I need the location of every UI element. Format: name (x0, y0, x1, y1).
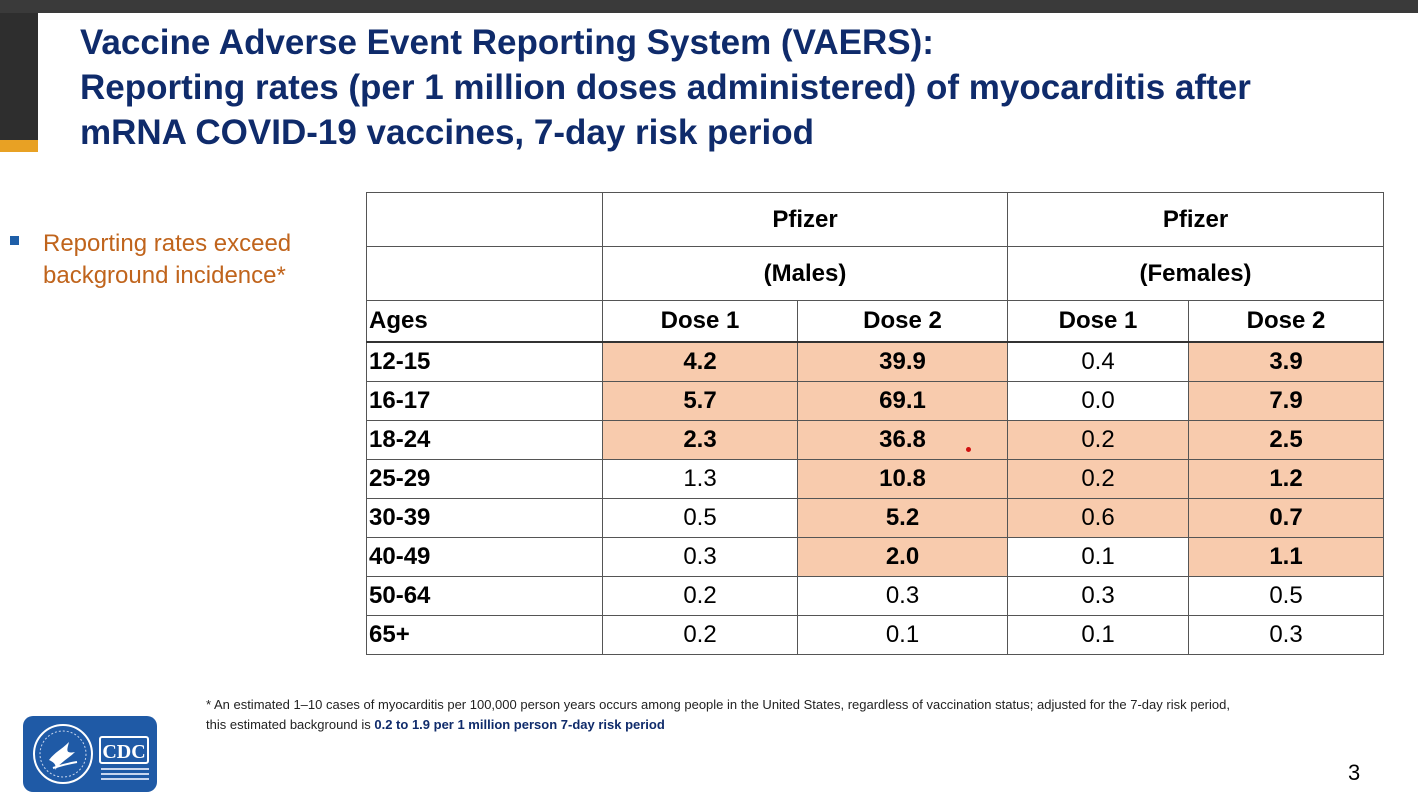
header-row-sex: (Males) (Females) (366, 246, 1385, 301)
rate-cell: 0.3 (602, 537, 798, 577)
rate-cell: 5.7 (602, 381, 798, 421)
rate-cell: 0.1 (1007, 615, 1190, 655)
table-row: 65+ 0.2 0.1 0.1 0.3 (366, 615, 1385, 655)
cdc-logo-text: CDC (99, 736, 149, 764)
rate-cell: 2.5 (1188, 420, 1385, 460)
header-row-dose: Ages Dose 1 Dose 2 Dose 1 Dose 2 (366, 300, 1385, 343)
rate-cell: 1.3 (602, 459, 798, 499)
page-number: 3 (1348, 760, 1361, 785)
table-row: 50-64 0.2 0.3 0.3 0.5 (366, 576, 1385, 616)
age-cell: 65+ (366, 615, 603, 655)
footnote-bold: 0.2 to 1.9 per 1 million person 7-day ri… (374, 717, 665, 732)
rate-cell: 0.0 (1007, 381, 1190, 421)
bullet-square-icon (10, 236, 19, 245)
rate-cell: 1.2 (1188, 459, 1385, 499)
table-row: 25-29 1.3 10.8 0.2 1.2 (366, 459, 1385, 499)
header-cell (366, 246, 603, 301)
table-body: 12-15 4.2 39.9 0.4 3.9 16-17 5.7 69.1 0.0 7.9 18-2… (366, 341, 1385, 655)
title-line-3: mRNA COVID-19 vaccines, 7-day risk perio… (80, 113, 814, 152)
side-accent-bar (0, 140, 38, 152)
table-row: 18-24 2.3 36.8 0.2 2.5 (366, 420, 1385, 460)
rate-cell: 1.1 (1188, 537, 1385, 577)
rates-table: Pfizer Pfizer (Males) (Females) Ages Dos… (366, 192, 1385, 655)
footnote-text: * An estimated 1–10 cases of myocarditis… (206, 697, 1230, 732)
rate-cell: 4.2 (602, 341, 798, 382)
footnote: * An estimated 1–10 cases of myocarditis… (206, 695, 1246, 735)
rate-cell: 0.6 (1007, 498, 1190, 538)
header-dose-1-females: Dose 1 (1007, 300, 1190, 343)
rate-cell: 0.2 (602, 615, 798, 655)
header-males: (Males) (601, 246, 1009, 301)
rate-cell: 36.8 (796, 420, 1009, 460)
rate-cell: 0.3 (1007, 576, 1190, 616)
age-cell: 40-49 (366, 537, 603, 577)
top-bar (0, 0, 1418, 13)
rate-cell: 39.9 (796, 341, 1009, 382)
rate-cell: 0.2 (602, 576, 798, 616)
rate-cell: 0.5 (602, 498, 798, 538)
bullet-point: Reporting rates exceed background incide… (8, 228, 338, 292)
table-row: 12-15 4.2 39.9 0.4 3.9 (366, 341, 1385, 382)
table-row: 16-17 5.7 69.1 0.0 7.9 (366, 381, 1385, 421)
age-cell: 18-24 (366, 420, 603, 460)
rate-cell: 0.1 (796, 615, 1009, 655)
rate-cell: 0.1 (1007, 537, 1190, 577)
rate-cell: 5.2 (796, 498, 1009, 538)
age-cell: 30-39 (366, 498, 603, 538)
header-dose-1-males: Dose 1 (602, 300, 798, 343)
header-dose-2-females: Dose 2 (1188, 300, 1385, 343)
title-line-1: Vaccine Adverse Event Reporting System (… (80, 23, 934, 62)
table-row: 40-49 0.3 2.0 0.1 1.1 (366, 537, 1385, 577)
rate-cell: 0.3 (1188, 615, 1385, 655)
rate-cell: 3.9 (1188, 341, 1385, 382)
age-cell: 16-17 (366, 381, 603, 421)
rate-cell: 7.9 (1188, 381, 1385, 421)
slide-title: Vaccine Adverse Event Reporting System (… (80, 20, 1400, 155)
rate-cell: 69.1 (796, 381, 1009, 421)
header-ages: Ages (366, 300, 603, 343)
header-females: (Females) (1007, 246, 1385, 301)
table-row: 30-39 0.5 5.2 0.6 0.7 (366, 498, 1385, 538)
rate-cell: 0.2 (1007, 459, 1190, 499)
cdc-logo-subtext (101, 768, 149, 783)
age-cell: 12-15 (366, 341, 603, 382)
cdc-hhs-logo: CDC (23, 716, 157, 792)
rate-cell: 0.7 (1188, 498, 1385, 538)
rate-cell: 0.2 (1007, 420, 1190, 460)
age-cell: 50-64 (366, 576, 603, 616)
bullet-text: Reporting rates exceed background incide… (43, 230, 292, 289)
header-dose-2-males: Dose 2 (796, 300, 1009, 343)
side-decoration (0, 13, 38, 140)
rate-cell: 0.5 (1188, 576, 1385, 616)
header-pfizer-females: Pfizer (1007, 192, 1385, 247)
hhs-eagle-seal-icon (33, 724, 93, 784)
rate-cell: 2.0 (796, 537, 1009, 577)
red-dot-mark (966, 447, 971, 452)
rate-cell: 10.8 (796, 459, 1009, 499)
rate-cell: 0.3 (796, 576, 1009, 616)
title-line-2: Reporting rates (per 1 million doses adm… (80, 68, 1251, 107)
header-cell (366, 192, 603, 247)
header-row-vaccine: Pfizer Pfizer (366, 192, 1385, 247)
rate-cell: 0.4 (1007, 341, 1190, 382)
header-pfizer-males: Pfizer (601, 192, 1009, 247)
rate-cell: 2.3 (602, 420, 798, 460)
age-cell: 25-29 (366, 459, 603, 499)
